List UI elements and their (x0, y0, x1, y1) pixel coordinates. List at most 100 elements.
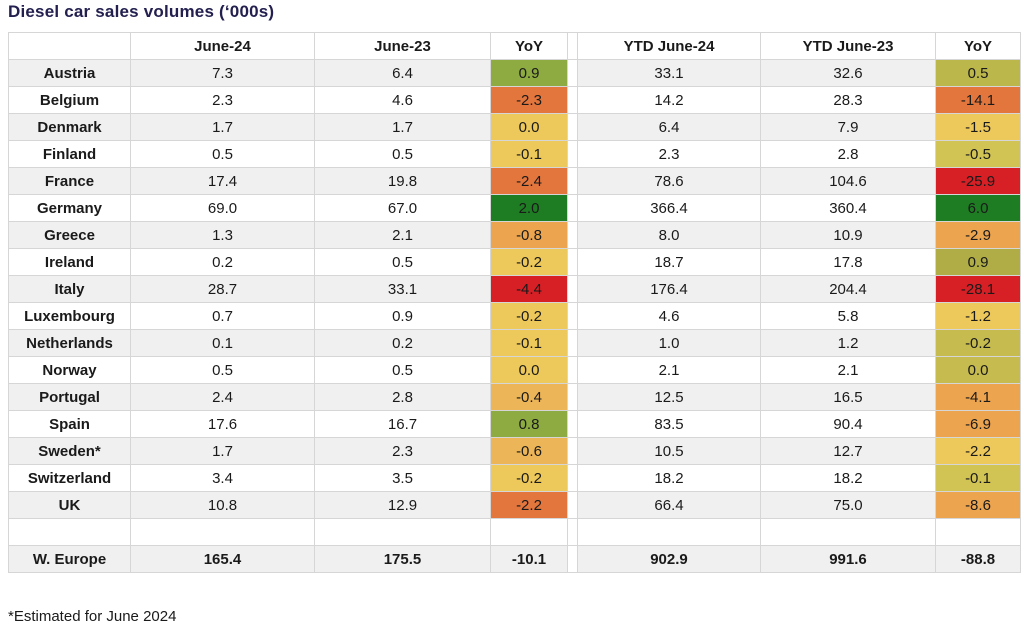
row-label: Portugal (8, 383, 131, 411)
cell-ytd-yoy-heatmap: -0.2 (935, 329, 1021, 357)
cell-yoy-heatmap: -4.4 (490, 275, 568, 303)
cell-yoy-heatmap: -0.4 (490, 383, 568, 411)
row-label: Spain (8, 410, 131, 438)
cell-june24: 0.5 (130, 356, 315, 384)
cell-ytd-yoy-heatmap: 0.9 (935, 248, 1021, 276)
cell-ytd-yoy-heatmap: -4.1 (935, 383, 1021, 411)
table-row: Denmark 1.7 1.7 0.0 6.4 7.9 -1.5 (8, 113, 1021, 141)
table-row: Luxembourg 0.7 0.9 -0.2 4.6 5.8 -1.2 (8, 302, 1021, 330)
cell-june24: 2.3 (130, 86, 315, 114)
separator-column (567, 356, 578, 384)
column-header: June-23 (314, 32, 491, 60)
cell-june23: 2.3 (314, 437, 491, 465)
cell-ytd-yoy-heatmap: -8.6 (935, 491, 1021, 519)
spacer (130, 518, 315, 546)
cell-yoy-heatmap: -0.1 (490, 329, 568, 357)
cell-ytd-june23: 18.2 (760, 464, 936, 492)
cell-ytd-june24: 18.2 (577, 464, 761, 492)
cell-ytd-june23: 17.8 (760, 248, 936, 276)
footnote: *Estimated for June 2024 (8, 608, 177, 625)
table-row: Portugal 2.4 2.8 -0.4 12.5 16.5 -4.1 (8, 383, 1021, 411)
cell-ytd-june24: 10.5 (577, 437, 761, 465)
separator-column (567, 329, 578, 357)
cell-june23: 6.4 (314, 59, 491, 87)
cell-yoy-heatmap: -0.2 (490, 248, 568, 276)
cell-yoy-heatmap: -2.3 (490, 86, 568, 114)
cell-ytd-yoy-heatmap: -2.9 (935, 221, 1021, 249)
row-label: Denmark (8, 113, 131, 141)
cell-ytd-june24: 78.6 (577, 167, 761, 195)
cell-ytd-june24: 83.5 (577, 410, 761, 438)
cell-ytd-june24: 4.6 (577, 302, 761, 330)
cell-june23: 0.5 (314, 356, 491, 384)
separator-column (567, 464, 578, 492)
cell-yoy-heatmap: 0.0 (490, 356, 568, 384)
cell-ytd-june23: 1.2 (760, 329, 936, 357)
cell-ytd-june23: 75.0 (760, 491, 936, 519)
cell-ytd-june24: 18.7 (577, 248, 761, 276)
cell-june24: 17.4 (130, 167, 315, 195)
cell-ytd-yoy-heatmap: -1.2 (935, 302, 1021, 330)
separator-column (567, 86, 578, 114)
cell-ytd-june24: 14.2 (577, 86, 761, 114)
cell-june24: 17.6 (130, 410, 315, 438)
cell-ytd-june23: 16.5 (760, 383, 936, 411)
row-label: Finland (8, 140, 131, 168)
cell-ytd-yoy-heatmap: 0.5 (935, 59, 1021, 87)
cell-ytd-yoy-heatmap: 6.0 (935, 194, 1021, 222)
separator-column (567, 221, 578, 249)
cell-june24: 2.4 (130, 383, 315, 411)
cell-yoy-heatmap: -0.8 (490, 221, 568, 249)
cell-yoy-heatmap: 0.8 (490, 410, 568, 438)
table-row: Belgium 2.3 4.6 -2.3 14.2 28.3 -14.1 (8, 86, 1021, 114)
column-header: YoY (935, 32, 1021, 60)
table-row: Norway 0.5 0.5 0.0 2.1 2.1 0.0 (8, 356, 1021, 384)
cell-ytd-june23: 7.9 (760, 113, 936, 141)
total-ytd-june23: 991.6 (760, 545, 936, 573)
page-title: Diesel car sales volumes (‘000s) (8, 2, 275, 21)
cell-june23: 0.2 (314, 329, 491, 357)
cell-june24: 1.7 (130, 437, 315, 465)
table-row: Germany 69.0 67.0 2.0 366.4 360.4 6.0 (8, 194, 1021, 222)
column-header: June-24 (130, 32, 315, 60)
cell-ytd-june23: 2.8 (760, 140, 936, 168)
cell-june24: 1.3 (130, 221, 315, 249)
diesel-sales-table: June-24 June-23 YoY YTD June-24 YTD June-23 Y… (8, 32, 1021, 573)
corner-header (8, 32, 131, 60)
row-label: Italy (8, 275, 131, 303)
table-row: UK 10.8 12.9 -2.2 66.4 75.0 -8.6 (8, 491, 1021, 519)
row-label: Greece (8, 221, 131, 249)
spacer (760, 518, 936, 546)
row-label: Germany (8, 194, 131, 222)
separator-column (567, 248, 578, 276)
total-june24: 165.4 (130, 545, 315, 573)
separator-column (567, 140, 578, 168)
total-ytd-yoy: -88.8 (935, 545, 1021, 573)
cell-yoy-heatmap: -0.2 (490, 464, 568, 492)
cell-ytd-june24: 2.1 (577, 356, 761, 384)
cell-yoy-heatmap: -0.2 (490, 302, 568, 330)
row-label: Switzerland (8, 464, 131, 492)
cell-ytd-june23: 5.8 (760, 302, 936, 330)
cell-ytd-june23: 2.1 (760, 356, 936, 384)
cell-yoy-heatmap: 2.0 (490, 194, 568, 222)
spacer (490, 518, 568, 546)
cell-june23: 0.5 (314, 248, 491, 276)
cell-ytd-june24: 6.4 (577, 113, 761, 141)
column-header: YoY (490, 32, 568, 60)
cell-ytd-june24: 66.4 (577, 491, 761, 519)
column-header: YTD June-23 (760, 32, 936, 60)
cell-june23: 0.5 (314, 140, 491, 168)
cell-yoy-heatmap: 0.9 (490, 59, 568, 87)
spacer (314, 518, 491, 546)
cell-ytd-june23: 360.4 (760, 194, 936, 222)
cell-yoy-heatmap: -0.1 (490, 140, 568, 168)
cell-june24: 0.2 (130, 248, 315, 276)
table-row: Spain 17.6 16.7 0.8 83.5 90.4 -6.9 (8, 410, 1021, 438)
cell-june23: 1.7 (314, 113, 491, 141)
table-row: Ireland 0.2 0.5 -0.2 18.7 17.8 0.9 (8, 248, 1021, 276)
row-label: Netherlands (8, 329, 131, 357)
separator-column (567, 194, 578, 222)
cell-june23: 33.1 (314, 275, 491, 303)
row-label: Belgium (8, 86, 131, 114)
